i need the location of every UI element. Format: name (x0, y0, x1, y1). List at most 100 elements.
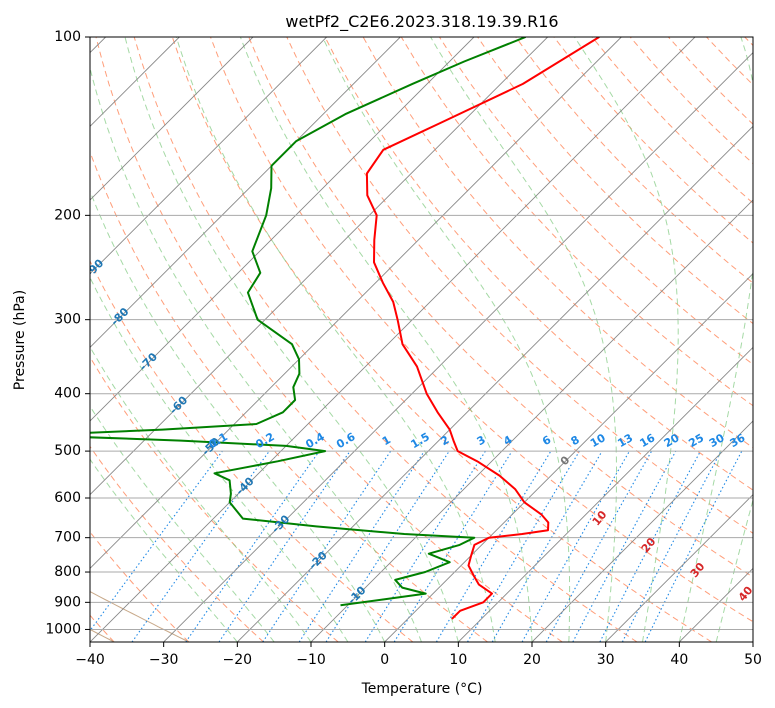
isotherm-line (90, 37, 622, 569)
moist-adiabat-line (124, 37, 459, 642)
moist-adiabat-line (90, 405, 275, 642)
isotherm-line (384, 273, 753, 642)
y-tick-label: 700 (54, 530, 81, 546)
mixing-ratio-line (90, 450, 223, 632)
dry-adiabat-line (324, 37, 753, 491)
x-tick-label: −30 (149, 652, 179, 668)
dry-adiabat-line (553, 37, 753, 244)
mixing-ratio-line (521, 450, 630, 642)
y-tick-label: 500 (54, 443, 81, 459)
y-tick-label: 100 (54, 29, 81, 45)
dry-adiabat-line (706, 37, 753, 86)
moist-adiabat-line (430, 37, 617, 642)
mixing-ratio-label: 3 (475, 433, 488, 448)
x-axis-ticks: −40 −30 −20 −10 0 10 20 30 40 50 (75, 642, 762, 668)
dry-adiabat-line (286, 37, 753, 534)
moist-adiabat-line (90, 458, 238, 642)
isotherm-label: -70 (137, 350, 160, 373)
dry-adiabat-line (90, 531, 190, 642)
x-tick-label: −20 (223, 652, 253, 668)
isotherm-line (752, 641, 753, 642)
isotherm-line (90, 37, 548, 496)
x-tick-label: −40 (75, 652, 105, 668)
dry-adiabat-line (668, 37, 753, 125)
y-tick-label: 600 (54, 490, 81, 506)
mixing-ratio-line (131, 450, 270, 642)
mixing-ratio-label: 1.5 (409, 430, 432, 451)
mixing-ratio-label: 0.4 (303, 430, 327, 451)
isotherm-line (458, 346, 753, 642)
mixing-ratio-label: 1 (380, 433, 393, 448)
isotherm-line (90, 37, 696, 642)
mixing-ratio-label: 36 (728, 431, 748, 450)
isotherm-label: -90 (83, 256, 106, 279)
zero-isotherm-label: 0 (558, 453, 573, 468)
dry-adiabat-line (591, 37, 753, 204)
dry-adiabat-line (515, 37, 753, 284)
moist-adiabat-line (239, 37, 533, 642)
theta-e-label: 10 (590, 508, 610, 528)
theta-e-label: 30 (688, 560, 708, 580)
mixing-ratio-line (644, 450, 743, 642)
isotherm-line (310, 199, 753, 642)
moist-adiabats (90, 37, 753, 642)
mixing-ratio-line (467, 450, 580, 642)
mixing-ratio-line (364, 450, 486, 642)
dewpoint-trace (90, 37, 526, 607)
moist-adiabat-line (715, 498, 753, 642)
isotherm-line (237, 125, 753, 642)
dry-adiabat-line (90, 150, 488, 642)
y-tick-label: 900 (54, 594, 81, 610)
y-tick-label: 800 (54, 564, 81, 580)
sounding-traces (90, 37, 600, 620)
dry-adiabat-line (133, 37, 638, 642)
mixing-ratio-label: 25 (686, 431, 706, 450)
y-tick-label: 200 (54, 207, 81, 223)
mixing-ratio-line (325, 450, 450, 642)
y-tick-label: 1000 (45, 621, 81, 637)
isotherm-label: -80 (108, 305, 131, 328)
isotherm-line (90, 37, 475, 422)
isotherm-line (163, 52, 753, 642)
temperature-trace (365, 37, 600, 620)
moist-adiabat-line (574, 37, 679, 642)
x-tick-label: 10 (449, 652, 467, 668)
mixing-ratio-label: 2 (438, 433, 451, 448)
mixing-ratio-line (545, 450, 653, 642)
isotherm-line (90, 37, 401, 348)
moist-adiabat-line (175, 37, 496, 642)
dry-adiabat-line (90, 259, 414, 642)
dry-adiabat-line (744, 37, 753, 47)
chart-title: wetPf2_C2E6.2023.318.19.39.R16 (285, 12, 558, 32)
curved-guide-lines (90, 591, 190, 642)
y-tick-label: 300 (54, 312, 81, 328)
x-tick-label: 50 (744, 652, 762, 668)
x-tick-label: 0 (380, 652, 389, 668)
isotherm-label: -60 (167, 393, 190, 416)
mixing-ratio-label: 6 (540, 433, 553, 448)
x-tick-label: 30 (597, 652, 615, 668)
curved-guide-line (90, 591, 190, 642)
dry-adiabat-line (90, 445, 264, 642)
moist-adiabat-line (322, 37, 571, 642)
x-axis-label: Temperature (°C) (361, 681, 483, 697)
mixing-ratio-line (393, 450, 513, 642)
y-axis-label: Pressure (hPa) (12, 290, 28, 390)
moist-adiabat-line (90, 65, 422, 642)
dry-adiabat-line (248, 37, 753, 578)
dry-adiabats (90, 37, 753, 642)
plot-frame (89, 36, 754, 643)
y-axis-ticks: 100 200 300 400 500 600 700 800 900 1000 (45, 29, 90, 637)
mixing-ratio-line (218, 450, 351, 642)
mixing-ratio-label: 0.2 (253, 430, 276, 451)
dry-adiabat-line (95, 37, 563, 642)
isotherm-line (531, 420, 753, 642)
mixing-ratio-label: 16 (637, 431, 657, 450)
dry-adiabat-line (171, 37, 712, 642)
isotherms (90, 37, 753, 642)
isotherm-line (605, 494, 753, 642)
mixing-ratio-line (572, 450, 677, 642)
dry-adiabat-line (210, 37, 753, 623)
dry-adiabat-line (90, 356, 339, 642)
isotherm-line (90, 37, 327, 275)
